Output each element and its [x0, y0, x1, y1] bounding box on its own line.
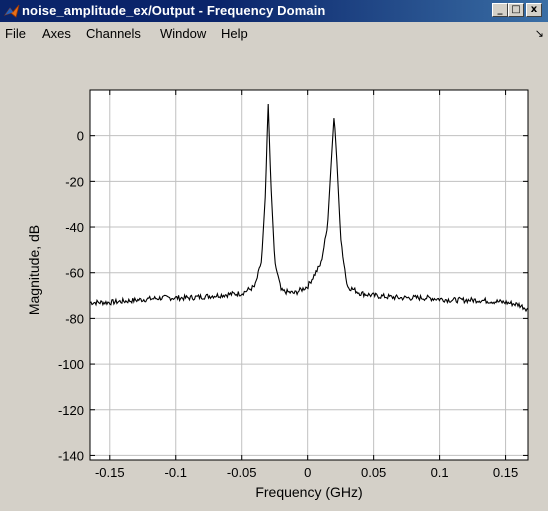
menu-window[interactable]: Window: [160, 26, 207, 41]
maximize-button[interactable]: □: [508, 3, 524, 17]
x-tick-label: 0.15: [493, 465, 518, 480]
menu-axes[interactable]: Axes: [42, 26, 71, 41]
menu-help[interactable]: Help: [221, 26, 248, 41]
y-tick-label: -40: [65, 220, 84, 235]
y-tick-label: -80: [65, 311, 84, 326]
y-tick-label: -20: [65, 174, 84, 189]
y-tick-label: 0: [77, 129, 84, 144]
title-bar[interactable]: noise_amplitude_ex/Output - Frequency Do…: [0, 0, 548, 22]
plot-area: [90, 90, 528, 460]
plot-frame: [89, 89, 529, 461]
magnitude-trace: [89, 103, 529, 313]
x-tick-label: 0.05: [361, 465, 386, 480]
menu-channels[interactable]: Channels: [86, 26, 141, 41]
y-tick-label: -120: [58, 403, 84, 418]
x-axis-label: Frequency (GHz): [255, 484, 362, 500]
close-button[interactable]: x: [526, 3, 542, 17]
y-tick-label: -140: [58, 448, 84, 463]
menu-overflow-icon[interactable]: ↘: [534, 28, 544, 40]
matlab-icon: [4, 4, 20, 18]
minimize-button[interactable]: _: [492, 3, 508, 17]
window-title: noise_amplitude_ex/Output - Frequency Do…: [22, 3, 326, 18]
x-tick-label: -0.15: [95, 465, 125, 480]
y-tick-label: -100: [58, 357, 84, 372]
menu-file[interactable]: File: [5, 26, 26, 41]
x-tick-label: -0.1: [165, 465, 187, 480]
y-axis-label: Magnitude, dB: [26, 225, 42, 315]
x-tick-label: 0: [304, 465, 311, 480]
y-tick-label: -60: [65, 266, 84, 281]
x-tick-label: 0.1: [431, 465, 449, 480]
x-tick-label: -0.05: [227, 465, 257, 480]
menu-bar: File Axes Channels Window Help ↘: [0, 24, 548, 44]
